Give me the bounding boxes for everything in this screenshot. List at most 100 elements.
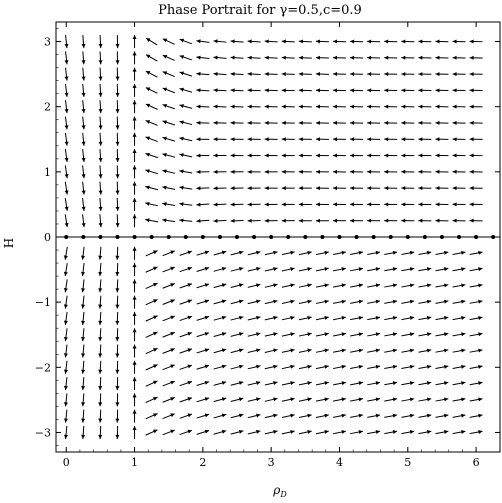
vector-arrow <box>350 88 364 93</box>
vector-arrow <box>418 397 432 402</box>
vector-arrow <box>384 381 398 386</box>
vector-arrow <box>179 71 193 77</box>
vector-arrow <box>418 364 432 369</box>
vector-arrow <box>315 39 329 44</box>
vector-arrow <box>281 299 295 305</box>
vector-arrow <box>333 381 346 386</box>
vector-arrow <box>418 332 432 337</box>
vector-arrow <box>452 104 466 109</box>
vector-arrow <box>384 397 398 402</box>
vector-arrow <box>145 136 158 143</box>
vector-arrow <box>418 267 432 272</box>
vector-arrow <box>452 120 466 125</box>
vector-arrow <box>230 381 244 386</box>
vector-arrow <box>64 83 69 97</box>
vector-arrow <box>281 332 295 337</box>
vector-arrow <box>452 316 466 321</box>
vector-arrow <box>350 153 364 158</box>
vector-arrow <box>132 279 137 293</box>
vector-arrow <box>350 55 364 60</box>
vector-arrow <box>452 348 466 353</box>
vector-arrow <box>213 315 227 321</box>
vector-arrow <box>469 381 483 386</box>
vector-arrow <box>264 186 278 191</box>
vector-arrow <box>81 344 86 358</box>
vector-arrow <box>98 197 103 211</box>
fixed-point <box>166 235 171 239</box>
vector-arrow <box>162 136 176 142</box>
vector-arrow <box>452 218 466 223</box>
vector-arrow <box>435 283 449 288</box>
vector-arrow <box>264 137 278 142</box>
vector-arrow <box>98 132 103 146</box>
vector-arrow <box>196 380 210 386</box>
vector-arrow <box>350 104 364 109</box>
vector-arrow <box>98 393 103 407</box>
vector-arrow <box>98 149 103 163</box>
vector-arrow <box>332 218 346 223</box>
y-tick-label: −1 <box>35 296 51 309</box>
vector-arrow <box>401 186 415 191</box>
vector-arrow <box>115 311 120 325</box>
vector-arrow <box>350 72 364 77</box>
vector-arrow <box>63 246 68 260</box>
vector-arrow <box>384 283 398 288</box>
vector-arrow <box>230 413 244 419</box>
vector-arrow <box>384 137 398 142</box>
vector-arrow <box>179 136 193 142</box>
vector-arrow <box>213 266 227 272</box>
x-axis-label: ρD <box>272 483 287 499</box>
vector-arrow <box>230 39 244 44</box>
vector-arrow <box>298 153 312 158</box>
vector-arrow <box>64 149 69 163</box>
vector-arrow <box>418 137 432 142</box>
vector-arrow <box>333 397 346 402</box>
vector-arrow <box>230 299 244 305</box>
vector-arrow <box>247 71 261 76</box>
vector-arrow <box>315 202 329 207</box>
x-tick-label: 3 <box>268 456 275 469</box>
vector-arrow <box>401 72 415 77</box>
vector-arrow <box>350 169 364 174</box>
vector-arrow <box>64 214 69 228</box>
vector-arrow <box>350 218 364 223</box>
vector-arrow <box>333 315 346 321</box>
vector-arrow <box>115 279 120 293</box>
vector-arrow <box>452 39 466 44</box>
vector-arrow <box>213 55 227 60</box>
fixed-point <box>422 235 427 239</box>
fixed-point <box>337 235 342 239</box>
vector-arrow <box>264 332 278 337</box>
vector-arrow <box>247 153 261 158</box>
vector-arrow <box>179 38 193 45</box>
vector-arrow <box>418 381 432 386</box>
vector-arrow <box>332 186 346 191</box>
vector-arrow <box>264 267 278 272</box>
vector-arrow <box>315 72 329 77</box>
vector-arrow <box>213 202 227 207</box>
vector-arrow <box>367 413 381 418</box>
vector-arrow <box>264 381 278 386</box>
vector-arrow <box>162 169 176 174</box>
vector-arrow <box>213 332 227 337</box>
vector-arrow <box>230 283 244 288</box>
vector-arrow <box>281 120 295 125</box>
vector-arrow <box>230 169 244 174</box>
vector-arrow <box>264 364 278 370</box>
vector-arrow <box>418 104 432 109</box>
vector-arrow <box>213 120 227 125</box>
vector-arrow <box>98 295 103 309</box>
vector-arrow <box>196 137 210 142</box>
vector-arrow <box>298 186 312 191</box>
vector-arrow <box>350 39 364 44</box>
vector-arrow <box>418 202 432 207</box>
vector-arrow <box>145 282 158 289</box>
vector-arrow <box>367 381 381 386</box>
vector-arrow <box>81 197 86 211</box>
vector-arrow <box>469 430 483 435</box>
fixed-point <box>149 235 154 239</box>
vector-arrow <box>384 332 398 337</box>
vector-arrow <box>145 54 158 62</box>
vector-arrow <box>315 153 329 158</box>
vector-arrow <box>115 214 120 228</box>
